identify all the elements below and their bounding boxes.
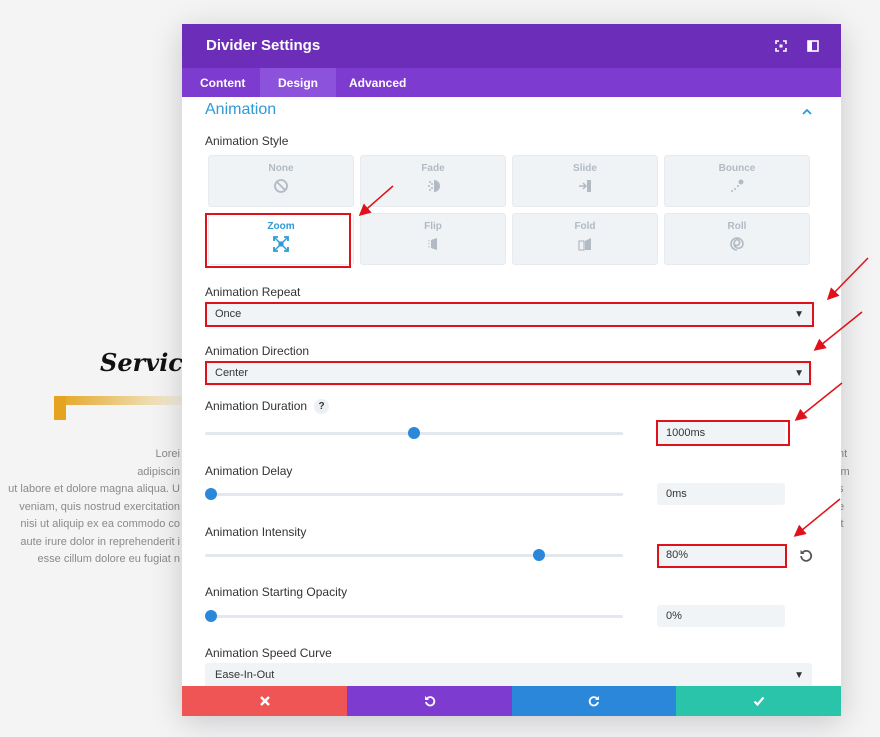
save-button[interactable] [676, 686, 841, 716]
modal-footer [182, 686, 841, 716]
reset-icon[interactable] [799, 548, 813, 562]
animation-speed-curve-label: Animation Speed Curve [205, 646, 332, 660]
animation-option-flip[interactable]: Flip [360, 213, 506, 265]
animation-option-none[interactable]: None [208, 155, 354, 207]
redo-icon [588, 696, 599, 707]
sidebar-toggle-icon[interactable] [804, 37, 822, 55]
animation-intensity-slider[interactable] [205, 545, 623, 565]
zoom-icon [273, 236, 289, 252]
divider-settings-modal: Divider Settings Content Design Advanced… [182, 24, 841, 716]
option-label: Fade [421, 163, 445, 174]
text-line: Lorei [155, 448, 180, 460]
animation-option-fade[interactable]: Fade [360, 155, 506, 207]
animation-direction-value: Center [215, 367, 249, 379]
animation-starting-opacity-input[interactable]: 0% [657, 605, 785, 627]
modal-title: Divider Settings [206, 37, 321, 54]
slider-track [205, 615, 623, 618]
animation-speed-curve-select[interactable]: Ease-In-Out ▼ [205, 663, 812, 686]
expand-icon[interactable] [772, 37, 790, 55]
text-line: ut labore et dolore magna aliqua. U [8, 483, 180, 495]
slider-track [205, 493, 623, 496]
slider-handle[interactable] [533, 549, 546, 561]
fold-icon [578, 238, 591, 251]
chevron-down-icon: ▼ [794, 309, 804, 320]
animation-style-grid: None Fade Slide Bounce Zoom Flip [208, 155, 812, 266]
body-text-left: Lorei adipiscin ut labore et dolore magn… [8, 446, 180, 569]
option-label: Flip [424, 221, 442, 232]
option-label: Roll [727, 221, 747, 232]
animation-intensity-input[interactable]: 80% [657, 544, 785, 566]
text-line: nisi ut aliquip ex ea commodo co [20, 518, 180, 530]
undo-button[interactable] [347, 686, 512, 716]
slider-handle[interactable] [205, 610, 217, 622]
undo-icon [424, 696, 435, 707]
text-line: esse cillum dolore eu fugiat n [37, 553, 180, 565]
tab-advanced[interactable]: Advanced [349, 76, 407, 90]
animation-option-zoom[interactable]: Zoom [208, 213, 354, 265]
animation-delay-input[interactable]: 0ms [657, 483, 785, 505]
animation-option-slide[interactable]: Slide [512, 155, 658, 207]
roll-icon [730, 237, 744, 251]
chevron-up-icon[interactable] [800, 105, 814, 119]
slider-handle[interactable] [408, 427, 420, 439]
animation-duration-label-text: Animation Duration [205, 399, 308, 413]
text-line: veniam, quis nostrud exercitation [19, 500, 180, 513]
chevron-down-icon: ▼ [794, 368, 804, 379]
animation-option-roll[interactable]: Roll [664, 213, 810, 265]
animation-direction-label: Animation Direction [205, 344, 310, 358]
tab-content[interactable]: Content [200, 76, 246, 90]
redo-button[interactable] [512, 686, 676, 716]
slider-track [205, 554, 623, 557]
modal-header: Divider Settings [182, 24, 841, 68]
bounce-icon [731, 179, 744, 192]
option-label: None [268, 163, 294, 174]
modal-tabs: Content Design Advanced [182, 68, 841, 97]
section-title-animation[interactable]: Animation [205, 101, 277, 118]
settings-scroll-area: Animation Animation Style None Fade Slid… [182, 97, 841, 686]
flip-icon [428, 238, 437, 250]
text-line: adipiscin [137, 465, 180, 478]
fade-icon [428, 180, 440, 192]
cancel-button[interactable] [182, 686, 347, 716]
slide-icon [579, 180, 591, 192]
text-line: nt [838, 448, 848, 460]
animation-starting-opacity-label: Animation Starting Opacity [205, 585, 348, 599]
help-icon[interactable]: ? [314, 399, 330, 415]
animation-speed-curve-value: Ease-In-Out [215, 669, 275, 681]
slider-handle[interactable] [205, 488, 217, 500]
option-label: Zoom [267, 221, 295, 232]
option-label: Slide [573, 163, 597, 174]
animation-delay-label: Animation Delay [205, 464, 293, 478]
text-line: im [838, 465, 850, 478]
checkmark-icon [753, 696, 764, 707]
animation-repeat-select[interactable]: Once ▼ [205, 302, 812, 327]
heading-divider-stem [54, 396, 66, 420]
text-line: e [838, 500, 845, 513]
animation-duration-label: Animation Duration? [205, 399, 330, 415]
chevron-down-icon: ▼ [794, 670, 804, 681]
animation-option-fold[interactable]: Fold [512, 213, 658, 265]
animation-style-label: Animation Style [205, 134, 289, 148]
animation-starting-opacity-slider[interactable] [205, 606, 623, 626]
animation-intensity-label: Animation Intensity [205, 525, 307, 539]
option-label: Fold [574, 221, 596, 232]
animation-duration-input[interactable]: 1000ms [657, 422, 785, 444]
heading-divider-bar [54, 396, 184, 405]
animation-direction-select[interactable]: Center ▼ [205, 361, 812, 386]
close-icon [259, 696, 270, 706]
animation-repeat-value: Once [215, 308, 242, 320]
tab-design[interactable]: Design [260, 68, 337, 97]
text-line: aute irure dolor in reprehenderit i [20, 535, 180, 548]
animation-delay-slider[interactable] [205, 484, 623, 504]
animation-repeat-label: Animation Repeat [205, 285, 301, 299]
option-label: Bounce [718, 163, 756, 174]
animation-option-bounce[interactable]: Bounce [664, 155, 810, 207]
animation-duration-slider[interactable] [205, 423, 623, 443]
none-icon [274, 179, 288, 193]
